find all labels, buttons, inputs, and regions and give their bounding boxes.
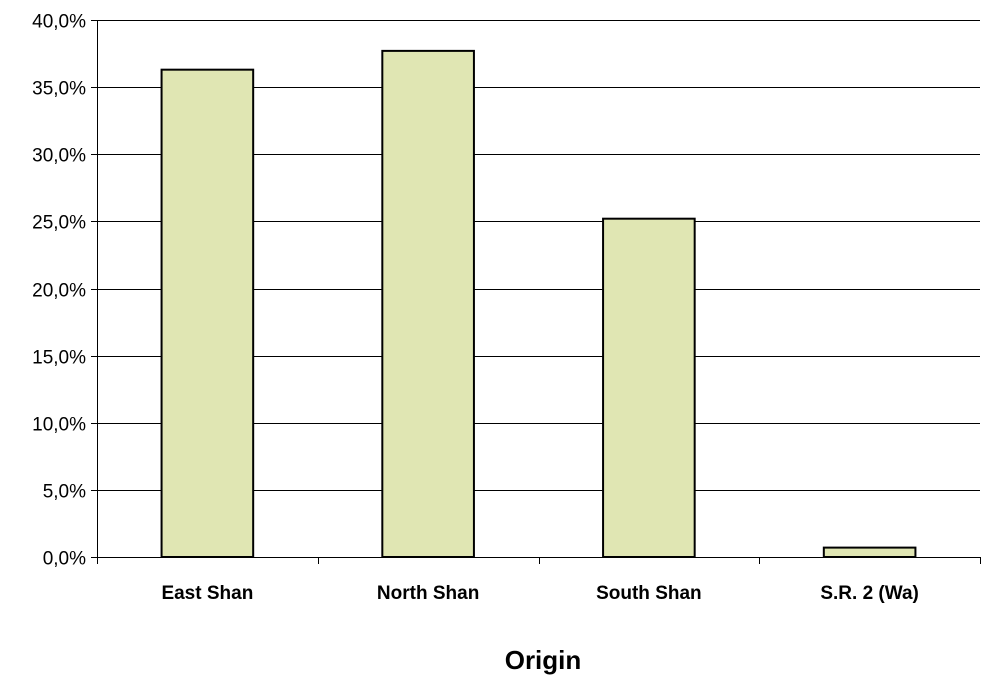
- x-category-labels: East Shan North Shan South Shan S.R. 2 (Wa): [97, 557, 981, 604]
- bars: [160, 49, 917, 559]
- bar-north-shan: [381, 49, 475, 558]
- y-tick-label: 0,0%: [43, 549, 86, 570]
- y-tick-label: 15,0%: [32, 348, 86, 369]
- x-category-label: North Shan: [377, 583, 479, 604]
- bar-south-shan: [602, 217, 696, 558]
- y-tick-label: 30,0%: [32, 146, 86, 167]
- x-category-label: S.R. 2 (Wa): [820, 583, 919, 604]
- x-category-label: South Shan: [596, 583, 702, 604]
- y-tick-label: 10,0%: [32, 415, 86, 436]
- y-tick-label: 5,0%: [43, 482, 86, 503]
- bar-east-shan: [160, 68, 255, 559]
- y-tick-label: 35,0%: [32, 79, 86, 100]
- bar-s-r-2-wa: [822, 546, 917, 558]
- axes: [97, 20, 980, 558]
- y-tick-label: 40,0%: [32, 12, 86, 33]
- y-tick-label: 25,0%: [32, 213, 86, 234]
- x-axis-title: Origin: [505, 645, 582, 675]
- y-tick-labels: 0,0% 5,0% 10,0% 15,0% 20,0% 25,0% 30,0% 35,0% 40…: [32, 12, 97, 570]
- y-tick-label: 20,0%: [32, 281, 86, 302]
- x-category-label: East Shan: [161, 583, 253, 604]
